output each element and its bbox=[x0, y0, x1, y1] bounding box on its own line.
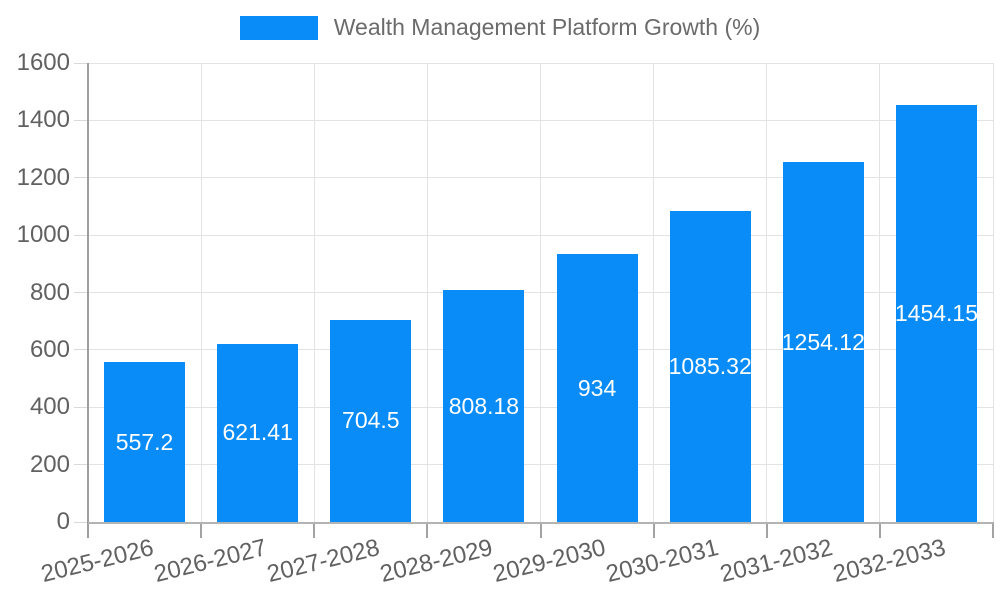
x-axis-label: 2028-2029 bbox=[377, 534, 496, 588]
y-tick bbox=[74, 521, 88, 523]
bar-value-label: 1454.15 bbox=[894, 299, 979, 326]
x-axis-label: 2027-2028 bbox=[264, 534, 383, 588]
x-tick bbox=[313, 522, 316, 538]
y-tick bbox=[74, 292, 88, 293]
bar-value-label: 934 bbox=[577, 374, 617, 401]
v-gridline bbox=[653, 63, 655, 522]
x-axis-label: 2031-2032 bbox=[716, 534, 835, 588]
bar-value-label: 557.2 bbox=[115, 428, 174, 455]
y-axis-label: 1200 bbox=[16, 163, 70, 191]
v-gridline bbox=[992, 63, 994, 522]
legend-swatch bbox=[239, 15, 318, 40]
x-tick bbox=[878, 522, 881, 538]
y-tick bbox=[74, 234, 88, 236]
y-axis-label: 0 bbox=[56, 508, 70, 535]
x-axis-line bbox=[88, 522, 993, 524]
v-gridline bbox=[766, 63, 768, 522]
legend[interactable]: Wealth Management Platform Growth (%) bbox=[0, 14, 1000, 41]
bar: 1254.12 bbox=[781, 162, 865, 522]
y-axis-label: 1400 bbox=[16, 106, 70, 134]
bar-value-label: 621.41 bbox=[222, 419, 293, 446]
x-axis-label: 2030-2031 bbox=[603, 534, 722, 588]
x-tick bbox=[992, 522, 994, 538]
y-axis-line bbox=[87, 63, 89, 538]
y-tick bbox=[74, 406, 88, 408]
y-axis-label: 600 bbox=[29, 335, 70, 363]
v-gridline bbox=[540, 63, 541, 522]
v-gridline bbox=[879, 63, 881, 522]
y-axis-label: 200 bbox=[29, 450, 70, 478]
bar-value-label: 1085.32 bbox=[668, 352, 752, 379]
plot-area: 0 200 400 600 800 1000 1200 1400 1600 557.2 2025-2… bbox=[17, 49, 994, 588]
bar: 1454.15 bbox=[894, 104, 979, 522]
legend-label: Wealth Management Platform Growth (%) bbox=[333, 14, 761, 40]
bar: 621.41 bbox=[217, 343, 299, 522]
y-axis-label: 800 bbox=[29, 278, 70, 306]
bar-value-label: 704.5 bbox=[342, 407, 400, 434]
x-axis-label: 2029-2030 bbox=[490, 534, 609, 588]
bar: 934 bbox=[556, 254, 638, 522]
y-tick bbox=[74, 62, 88, 64]
x-tick bbox=[426, 522, 429, 538]
x-tick bbox=[765, 522, 768, 538]
x-axis-label: 2032-2033 bbox=[830, 534, 948, 588]
v-gridline bbox=[426, 63, 428, 522]
y-tick bbox=[74, 119, 88, 121]
v-gridline bbox=[313, 63, 315, 522]
y-axis-label: 1000 bbox=[16, 221, 70, 249]
bar: 557.2 bbox=[104, 362, 186, 522]
x-axis-label: 2025-2026 bbox=[38, 534, 157, 588]
x-tick bbox=[200, 522, 203, 538]
bar: 808.18 bbox=[443, 290, 525, 522]
y-tick bbox=[74, 464, 88, 466]
bar: 704.5 bbox=[330, 319, 412, 522]
v-gridline bbox=[200, 63, 202, 522]
x-tick bbox=[652, 522, 655, 538]
y-axis-label: 400 bbox=[29, 393, 70, 421]
y-tick bbox=[74, 349, 88, 351]
bar: 1085.32 bbox=[668, 210, 752, 522]
bar-value-label: 808.18 bbox=[448, 392, 520, 419]
x-axis-label: 2026-2027 bbox=[151, 534, 270, 588]
bar-value-label: 1254.12 bbox=[781, 328, 865, 355]
x-tick bbox=[539, 522, 542, 538]
y-axis-label: 1600 bbox=[16, 49, 70, 76]
y-tick bbox=[74, 177, 88, 179]
